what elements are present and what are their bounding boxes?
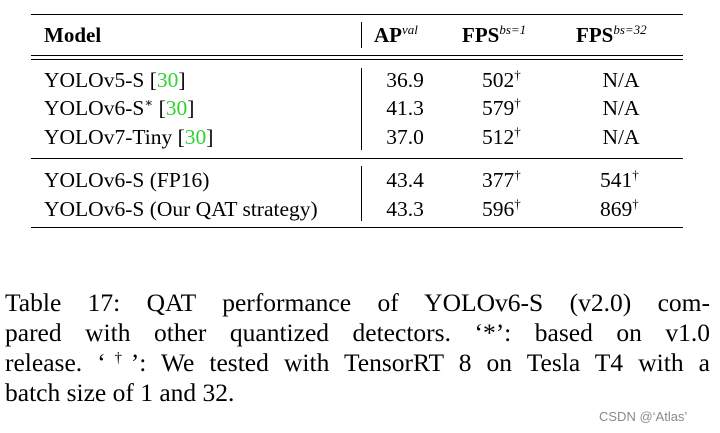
caption-line: pared with other quantized detectors. ‘*… xyxy=(5,318,710,347)
ap-cell: 37.0 xyxy=(386,125,424,149)
fps-bs32-cell: 541† xyxy=(600,167,639,192)
model-cell: YOLOv7-Tiny [30] xyxy=(44,125,214,149)
ap-cell: 36.9 xyxy=(386,68,424,92)
table-top-rule xyxy=(31,14,683,15)
fps-bs32-cell: N/A xyxy=(602,125,640,149)
table-bottom-rule xyxy=(31,227,683,228)
model-cell: YOLOv6-S (FP16) xyxy=(44,168,210,192)
fps-bs32-cell: N/A xyxy=(602,96,640,120)
citation-link[interactable]: 30 xyxy=(156,68,179,92)
header-ap: APval xyxy=(374,22,418,47)
fps-bs1-cell: 579† xyxy=(482,95,521,120)
model-cell: YOLOv6-S (Our QAT strategy) xyxy=(44,197,318,221)
header-rule-1 xyxy=(31,55,683,56)
header-fps-bs32: FPSbs=32 xyxy=(576,22,647,47)
header-model: Model xyxy=(44,23,102,47)
group-separator-rule xyxy=(31,158,683,159)
column-separator xyxy=(361,22,362,48)
ap-cell: 41.3 xyxy=(386,96,424,120)
caption-line: Table 17: QAT performance of YOLOv6-S (v… xyxy=(5,288,710,317)
watermark: CSDN @‘Atlas’ xyxy=(599,409,688,424)
fps-bs1-cell: 596† xyxy=(482,196,521,221)
fps-bs1-cell: 502† xyxy=(482,67,521,92)
model-cell: YOLOv5-S [30] xyxy=(44,68,186,92)
caption-line: batch size of 1 and 32. xyxy=(5,378,235,407)
citation-link[interactable]: 30 xyxy=(184,125,207,149)
ap-cell: 43.4 xyxy=(386,168,424,192)
header-fps-bs1: FPSbs=1 xyxy=(462,22,527,47)
ap-cell: 43.3 xyxy=(386,197,424,221)
fps-bs32-cell: N/A xyxy=(602,68,640,92)
caption-line: release. ‘†’: We tested with TensorRT 8 … xyxy=(5,348,710,377)
fps-bs1-cell: 377† xyxy=(482,167,521,192)
column-separator xyxy=(361,166,362,221)
fps-bs32-cell: 869† xyxy=(600,196,639,221)
table-caption: Table 17: QAT performance of YOLOv6-S (v… xyxy=(5,288,710,408)
column-separator xyxy=(361,68,362,150)
model-cell: YOLOv6-S∗ [30] xyxy=(44,95,195,120)
header-rule-2 xyxy=(31,59,683,60)
citation-link[interactable]: 30 xyxy=(165,96,188,120)
fps-bs1-cell: 512† xyxy=(482,124,521,149)
